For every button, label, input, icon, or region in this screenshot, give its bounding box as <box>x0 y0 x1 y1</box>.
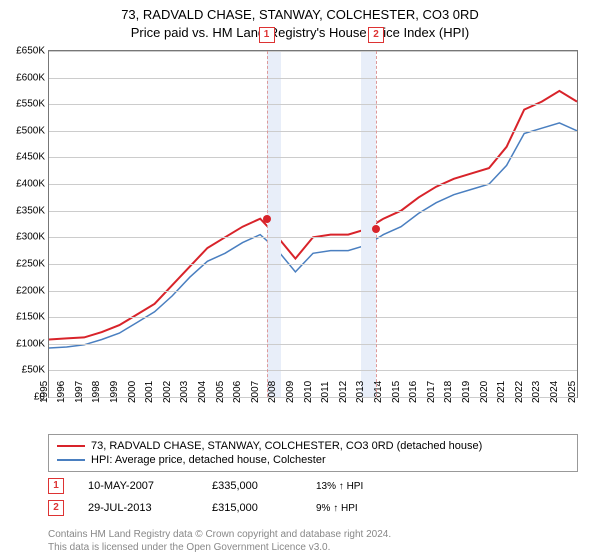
y-axis-label: £300K <box>16 232 45 243</box>
legend-item-2: HPI: Average price, detached house, Colc… <box>57 453 569 467</box>
legend-swatch-2 <box>57 459 85 461</box>
y-axis-label: £650K <box>16 46 45 57</box>
y-gridline <box>49 264 577 265</box>
y-axis-label: £50K <box>22 365 45 376</box>
attribution-line2: This data is licensed under the Open Gov… <box>48 541 578 554</box>
y-axis-label: £400K <box>16 179 45 190</box>
title-line1: 73, RADVALD CHASE, STANWAY, COLCHESTER, … <box>0 6 600 24</box>
transaction-delta-2: 9% ↑ HPI <box>316 503 358 514</box>
chart-legend: 73, RADVALD CHASE, STANWAY, COLCHESTER, … <box>48 434 578 472</box>
chart-lines <box>49 51 577 397</box>
transaction-price-2: £315,000 <box>212 502 292 514</box>
y-gridline <box>49 157 577 158</box>
y-gridline <box>49 344 577 345</box>
y-axis-label: £100K <box>16 338 45 349</box>
legend-item-1: 73, RADVALD CHASE, STANWAY, COLCHESTER, … <box>57 439 569 453</box>
sale-vline <box>267 51 268 397</box>
attribution-line1: Contains HM Land Registry data © Crown c… <box>48 528 578 541</box>
transaction-date-2: 29-JUL-2013 <box>88 502 188 514</box>
shade-band <box>267 51 282 397</box>
sale-vline <box>376 51 377 397</box>
y-axis-label: £200K <box>16 285 45 296</box>
y-axis-label: £250K <box>16 258 45 269</box>
y-gridline <box>49 291 577 292</box>
sale-dot <box>372 225 380 233</box>
transaction-marker-1: 1 <box>48 478 64 494</box>
shade-band <box>361 51 376 397</box>
legend-label-2: HPI: Average price, detached house, Colc… <box>91 454 326 466</box>
chart-plot-area: £0£50K£100K£150K£200K£250K£300K£350K£400… <box>48 50 578 398</box>
title-line2: Price paid vs. HM Land Registry's House … <box>0 24 600 42</box>
transaction-row-2: 2 29-JUL-2013 £315,000 9% ↑ HPI <box>48 500 578 516</box>
sale-dot <box>263 215 271 223</box>
y-gridline <box>49 104 577 105</box>
y-axis-label: £600K <box>16 72 45 83</box>
y-gridline <box>49 370 577 371</box>
attribution: Contains HM Land Registry data © Crown c… <box>48 528 578 554</box>
y-axis-label: £500K <box>16 125 45 136</box>
legend-label-1: 73, RADVALD CHASE, STANWAY, COLCHESTER, … <box>91 440 482 452</box>
y-gridline <box>49 78 577 79</box>
transaction-date-1: 10-MAY-2007 <box>88 480 188 492</box>
transaction-marker-2: 2 <box>48 500 64 516</box>
transaction-delta-1: 13% ↑ HPI <box>316 481 363 492</box>
y-axis-label: £550K <box>16 99 45 110</box>
y-gridline <box>49 317 577 318</box>
sale-marker: 2 <box>368 27 384 43</box>
transaction-price-1: £335,000 <box>212 480 292 492</box>
chart-title: 73, RADVALD CHASE, STANWAY, COLCHESTER, … <box>0 0 600 41</box>
y-gridline <box>49 131 577 132</box>
transaction-row-1: 1 10-MAY-2007 £335,000 13% ↑ HPI <box>48 478 578 494</box>
y-gridline <box>49 211 577 212</box>
series-property <box>49 91 577 340</box>
y-gridline <box>49 51 577 52</box>
y-axis-label: £150K <box>16 312 45 323</box>
y-axis-label: £350K <box>16 205 45 216</box>
sale-marker: 1 <box>259 27 275 43</box>
y-gridline <box>49 237 577 238</box>
legend-swatch-1 <box>57 445 85 447</box>
y-axis-label: £450K <box>16 152 45 163</box>
y-gridline <box>49 184 577 185</box>
